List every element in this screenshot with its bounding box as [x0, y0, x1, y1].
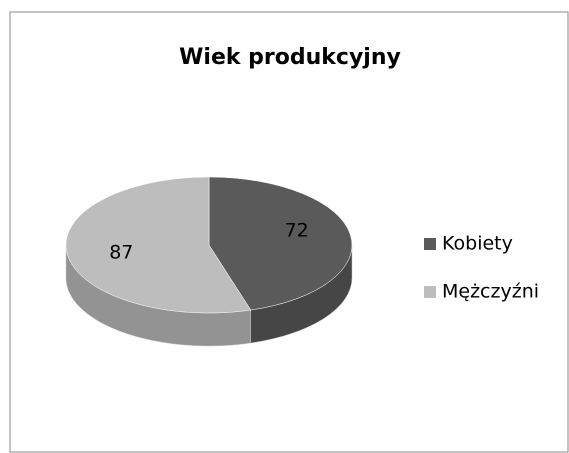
data-label: 72 [285, 219, 309, 241]
chart-title: Wiek produkcyjny [179, 45, 401, 70]
legend-swatch [424, 286, 436, 298]
pie-slice [65, 176, 252, 314]
legend-swatch [424, 238, 436, 250]
pie-slice [208, 176, 353, 311]
legend-label: Mężczyźni [442, 281, 539, 303]
legend-label: Kobiety [442, 233, 513, 255]
data-label: 87 [109, 242, 133, 264]
